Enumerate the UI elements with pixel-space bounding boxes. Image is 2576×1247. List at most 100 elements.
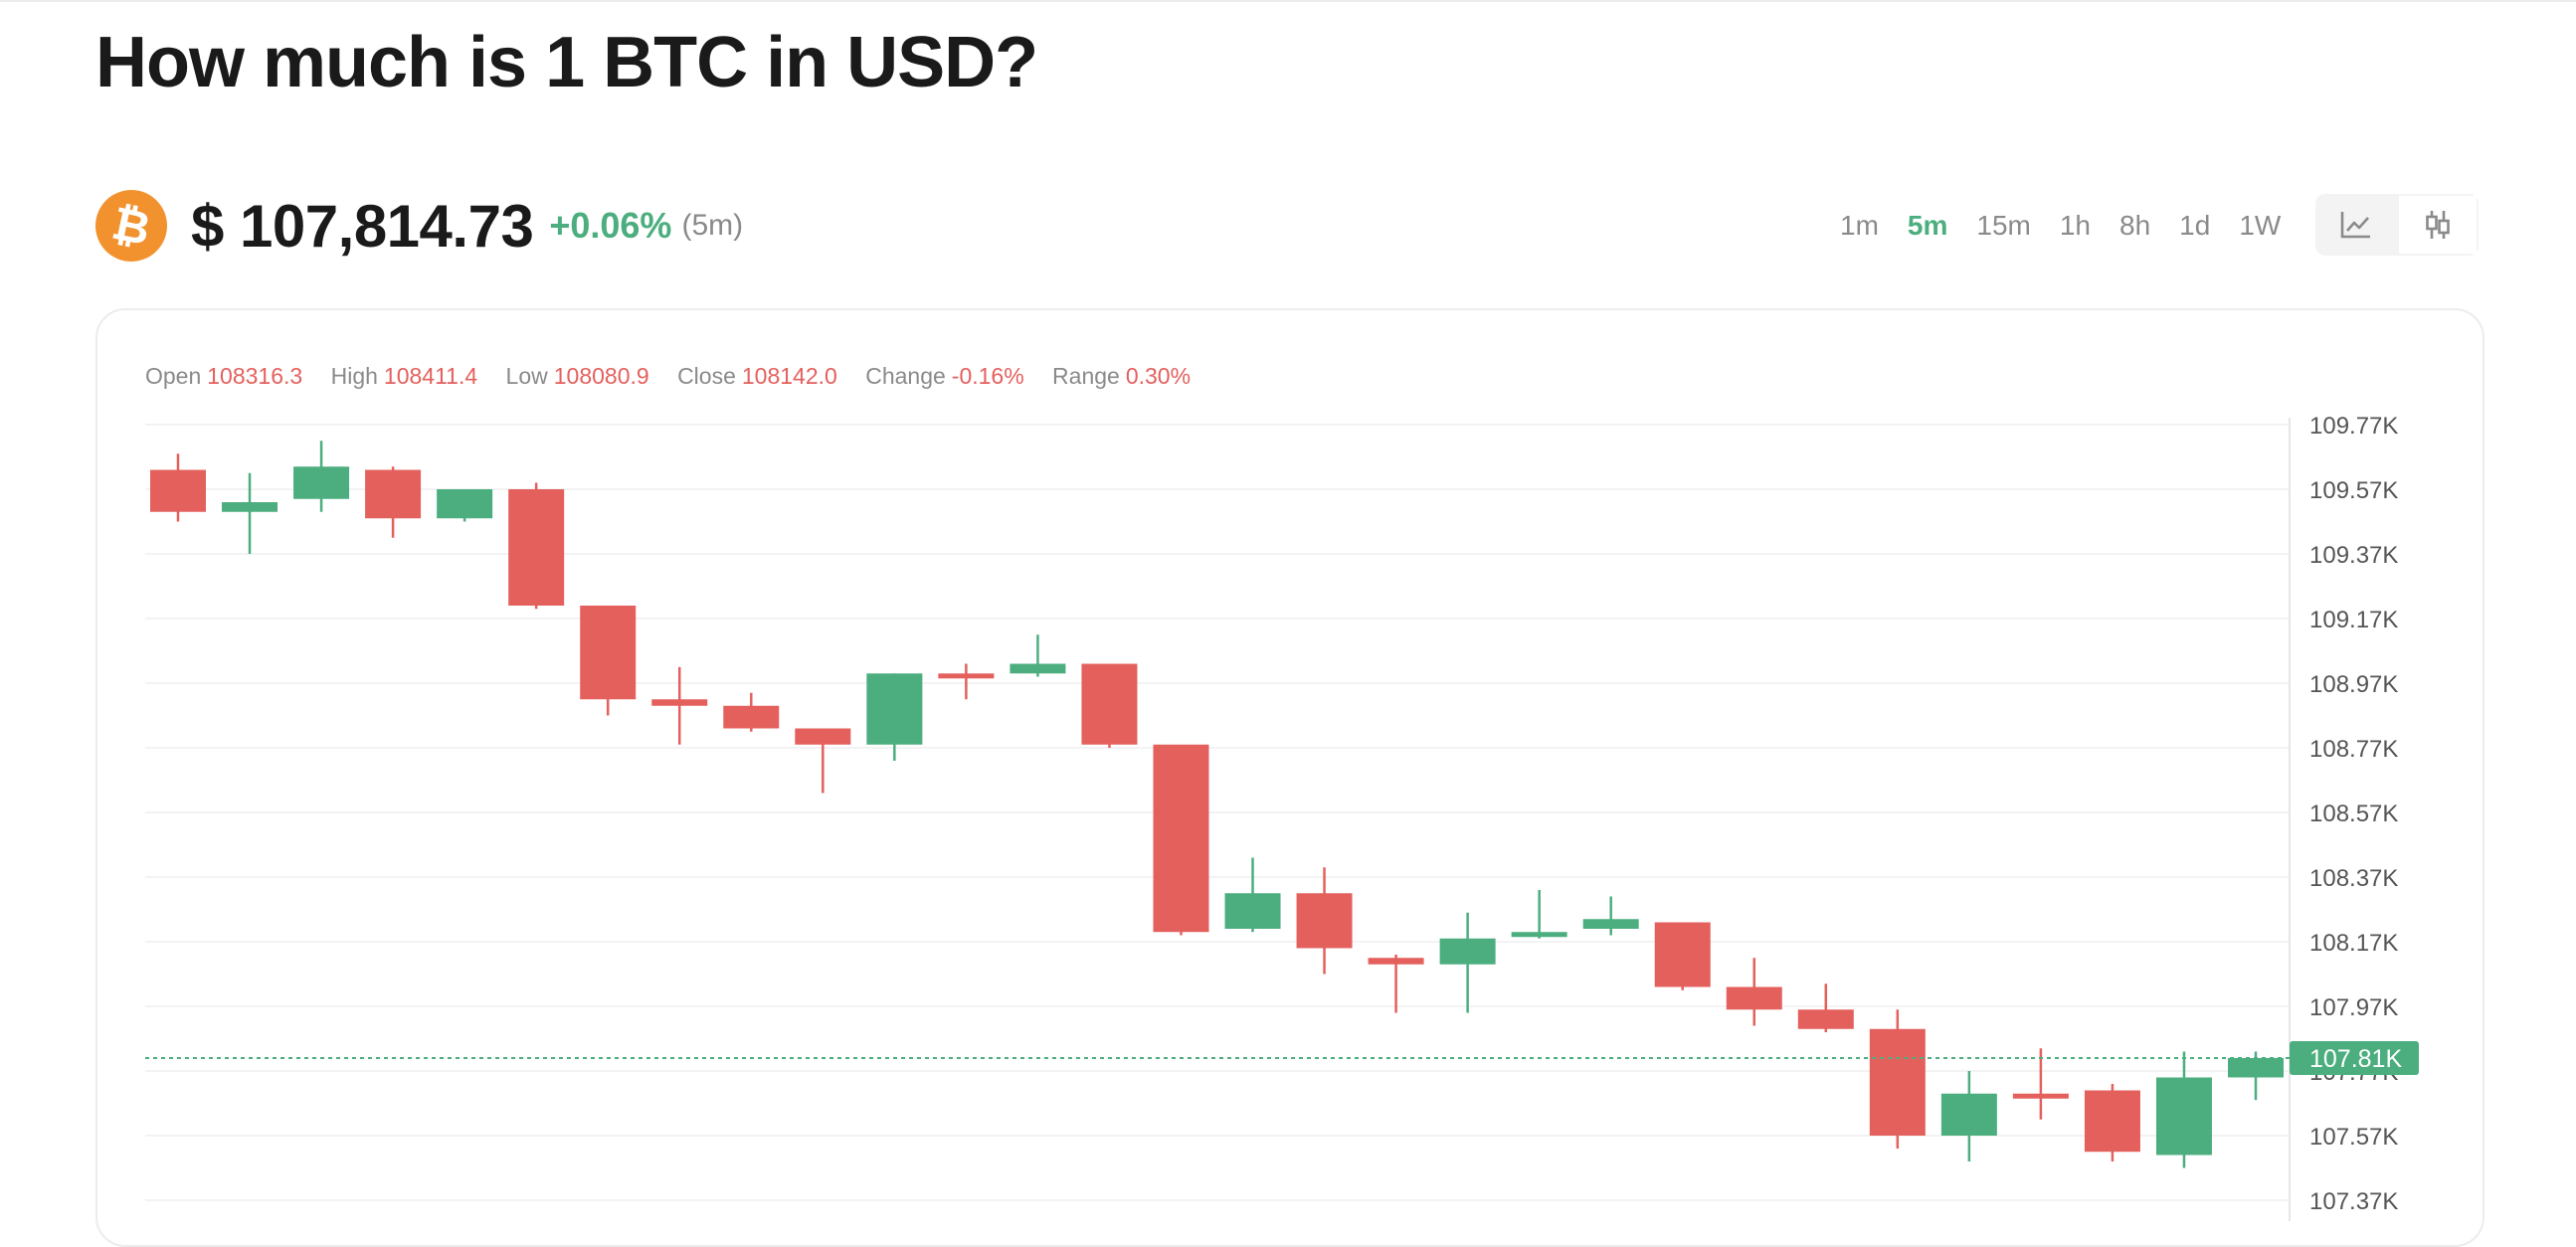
timeframe-1m[interactable]: 1m bbox=[1840, 210, 1879, 241]
candle-body bbox=[1081, 663, 1138, 745]
candle[interactable] bbox=[508, 482, 565, 610]
candle[interactable] bbox=[150, 453, 206, 522]
candle-body bbox=[795, 728, 851, 745]
candle[interactable] bbox=[1439, 912, 1496, 1013]
candle-body bbox=[1296, 893, 1353, 949]
candlestick-icon bbox=[2426, 211, 2450, 239]
candle[interactable] bbox=[866, 673, 923, 761]
candle[interactable] bbox=[1081, 663, 1138, 749]
timeframe-1w[interactable]: 1W bbox=[2239, 210, 2282, 241]
current-price-tag bbox=[2290, 1041, 2419, 1075]
current-price-label: 107.81K bbox=[2309, 1045, 2402, 1073]
page-title: How much is 1 BTC in USD? bbox=[95, 23, 1038, 102]
candle[interactable] bbox=[1654, 922, 1711, 990]
ohlc-change: Change -0.16% bbox=[865, 363, 1024, 389]
y-tick-label: 108.97K bbox=[2309, 671, 2398, 698]
chart-grid bbox=[145, 424, 2290, 1201]
y-tick-label: 107.37K bbox=[2309, 1188, 2398, 1215]
candle-body bbox=[508, 489, 565, 606]
candle-body bbox=[1010, 663, 1066, 674]
candle[interactable] bbox=[1511, 890, 1567, 939]
candle[interactable] bbox=[1224, 857, 1281, 933]
candle-body bbox=[437, 489, 493, 519]
current-price-marker: 107.81K bbox=[145, 1041, 2419, 1075]
y-tick-label: 107.97K bbox=[2309, 994, 2398, 1021]
candles bbox=[150, 441, 2284, 1168]
y-tick-label: 107.57K bbox=[2309, 1124, 2398, 1151]
candle[interactable] bbox=[2084, 1084, 2140, 1161]
candle[interactable] bbox=[1582, 896, 1639, 936]
candle-body bbox=[580, 606, 637, 700]
candle-body bbox=[651, 699, 708, 706]
ohlc-close: Close 108142.0 bbox=[677, 363, 837, 389]
candle[interactable] bbox=[938, 663, 995, 700]
candle[interactable] bbox=[1153, 744, 1209, 936]
price-axis: 109.77K 109.57K 109.37K 109.17K 108.97K 108.7… bbox=[2289, 413, 2398, 1221]
y-tick-label: 109.17K bbox=[2309, 607, 2398, 633]
candle-body bbox=[1511, 932, 1567, 938]
price-header: ₿ $ 107,814.73 +0.06% (5m) bbox=[89, 183, 744, 268]
candle-body bbox=[2228, 1058, 2284, 1078]
candle-body bbox=[866, 673, 923, 745]
line-chart-icon bbox=[2340, 212, 2370, 239]
current-price: $ 107,814.73 bbox=[191, 192, 534, 260]
timeframe-15m[interactable]: 15m bbox=[1976, 210, 2031, 241]
candle[interactable] bbox=[1010, 634, 1066, 677]
candle[interactable] bbox=[293, 441, 350, 512]
candle[interactable] bbox=[1296, 867, 1353, 975]
candle-body bbox=[222, 502, 278, 512]
top-divider bbox=[0, 0, 2576, 2]
candle-body bbox=[1869, 1028, 1926, 1136]
candle-body bbox=[938, 673, 995, 679]
y-tick-label: 108.37K bbox=[2309, 865, 2398, 892]
candle[interactable] bbox=[795, 728, 851, 794]
candle-body bbox=[1439, 938, 1496, 965]
line-chart-button[interactable] bbox=[2315, 194, 2397, 256]
candle[interactable] bbox=[651, 666, 708, 745]
change-interval: (5m) bbox=[681, 209, 744, 242]
candlestick-button[interactable] bbox=[2397, 194, 2479, 256]
candle-body bbox=[2084, 1090, 2140, 1153]
candle-body bbox=[1153, 744, 1209, 933]
y-tick-label: 109.77K bbox=[2309, 413, 2398, 440]
candle-body bbox=[365, 469, 422, 519]
candle[interactable] bbox=[1940, 1071, 1997, 1161]
candle[interactable] bbox=[1368, 955, 1424, 1013]
candle[interactable] bbox=[2155, 1051, 2212, 1168]
candle-body bbox=[1368, 958, 1424, 965]
candle[interactable] bbox=[1869, 1009, 1926, 1149]
candle-body bbox=[1726, 986, 1782, 1010]
candlestick-chart[interactable]: 109.77K 109.57K 109.37K 109.17K 108.97K 108.7… bbox=[0, 0, 2576, 1221]
candle[interactable] bbox=[437, 489, 493, 522]
candle-body bbox=[2012, 1093, 2069, 1099]
candle-body bbox=[1582, 919, 1639, 929]
y-tick-label: 108.77K bbox=[2309, 736, 2398, 763]
timeframe-8h[interactable]: 8h bbox=[2119, 210, 2151, 241]
candle[interactable] bbox=[1797, 983, 1854, 1032]
ohlc-low: Low 108080.9 bbox=[505, 363, 649, 389]
candle[interactable] bbox=[222, 472, 278, 554]
candle[interactable] bbox=[723, 692, 780, 732]
candle[interactable] bbox=[2012, 1048, 2069, 1120]
timeframe-selector: 1m 5m 15m 1h 8h 1d 1W bbox=[1840, 199, 2309, 253]
candle[interactable] bbox=[2228, 1051, 2284, 1101]
ohlc-range: Range 0.30% bbox=[1052, 363, 1192, 389]
candle[interactable] bbox=[365, 466, 422, 538]
ohlc-high: High 108411.4 bbox=[330, 363, 478, 389]
y-tick-label: 109.37K bbox=[2309, 542, 2398, 569]
y-tick-label: 109.57K bbox=[2309, 477, 2398, 504]
timeframe-5m[interactable]: 5m bbox=[1907, 210, 1948, 241]
timeframe-1d[interactable]: 1d bbox=[2179, 210, 2211, 241]
candle-body bbox=[2155, 1077, 2212, 1156]
candle[interactable] bbox=[1726, 958, 1782, 1026]
candle-body bbox=[1224, 893, 1281, 929]
candle-body bbox=[1797, 1009, 1854, 1029]
y-tick-label: 108.17K bbox=[2309, 930, 2398, 957]
timeframe-1h[interactable]: 1h bbox=[2059, 210, 2091, 241]
y-tick-label: 108.57K bbox=[2309, 801, 2398, 827]
candle-body bbox=[293, 466, 350, 499]
candle-body bbox=[150, 469, 206, 512]
chart-view-toggle bbox=[2315, 194, 2479, 256]
ohlc-legend: Open 108316.3 High 108411.4 Low 108080.9 Cl… bbox=[145, 363, 1212, 390]
candle[interactable] bbox=[580, 606, 637, 716]
